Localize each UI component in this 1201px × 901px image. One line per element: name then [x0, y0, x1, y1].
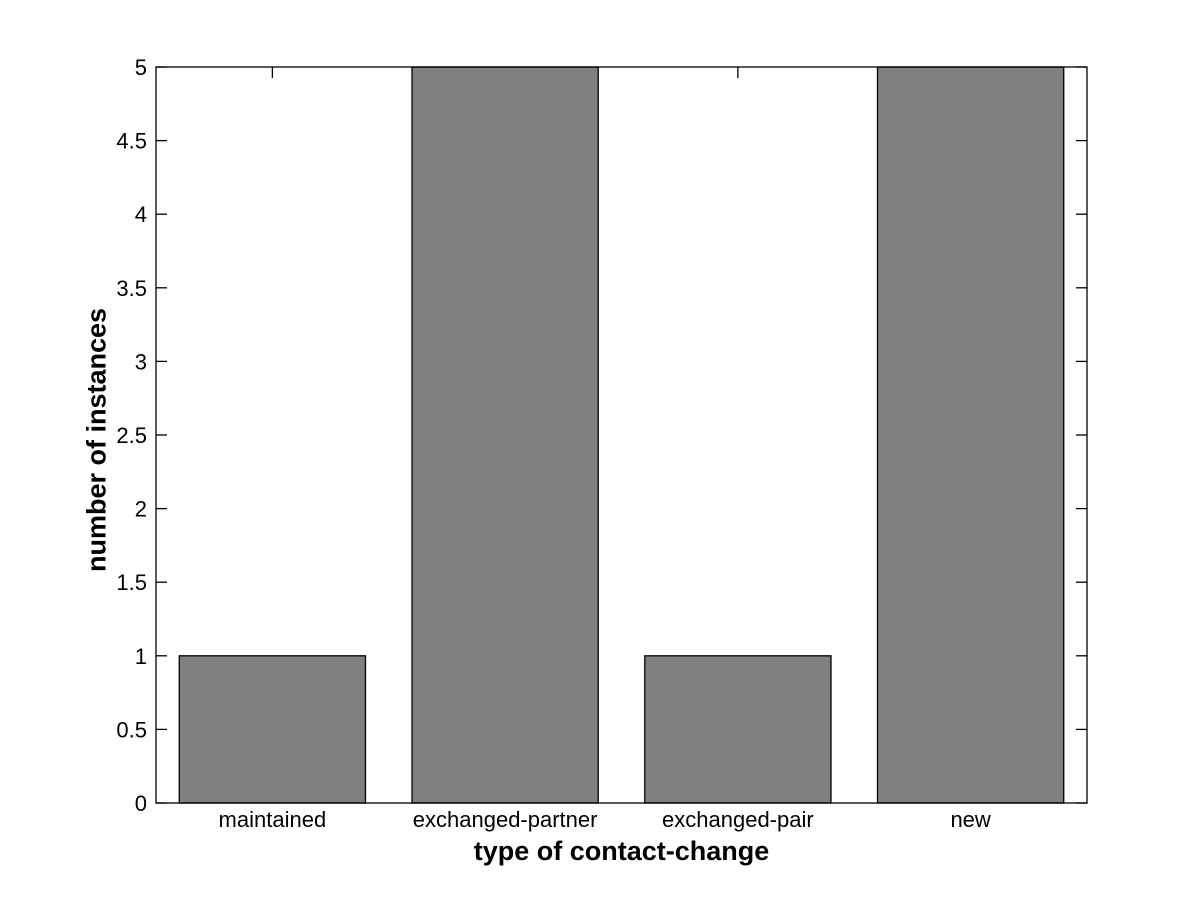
y-tick-label: 3 — [135, 349, 147, 374]
plot-border — [155, 66, 1088, 804]
bar-maintained — [178, 655, 367, 804]
y-tick-label: 0.5 — [116, 717, 147, 742]
y-axis-label: number of instances — [81, 307, 112, 573]
y-tick-label: 2.5 — [116, 423, 147, 448]
y-tick-label: 3.5 — [116, 276, 147, 301]
x-axis-label: type of contact-change — [473, 836, 770, 866]
x-tick-label: exchanged-partner — [413, 807, 598, 832]
bar-exchanged-partner — [411, 66, 599, 804]
x-tick-label: maintained — [219, 807, 327, 832]
y-tick-label: 4 — [135, 202, 147, 227]
bar-exchanged-pair — [644, 655, 832, 804]
x-tick-label: exchanged-pair — [662, 807, 814, 832]
y-tick-label: 4.5 — [116, 129, 147, 154]
y-tick-label: 5 — [135, 55, 147, 80]
y-tick-label: 1.5 — [116, 570, 147, 595]
y-tick-label: 0 — [135, 791, 147, 816]
x-tick-label: new — [950, 807, 990, 832]
bar-new — [876, 66, 1065, 804]
y-tick-label: 2 — [135, 497, 147, 522]
y-tick-label: 1 — [135, 644, 147, 669]
